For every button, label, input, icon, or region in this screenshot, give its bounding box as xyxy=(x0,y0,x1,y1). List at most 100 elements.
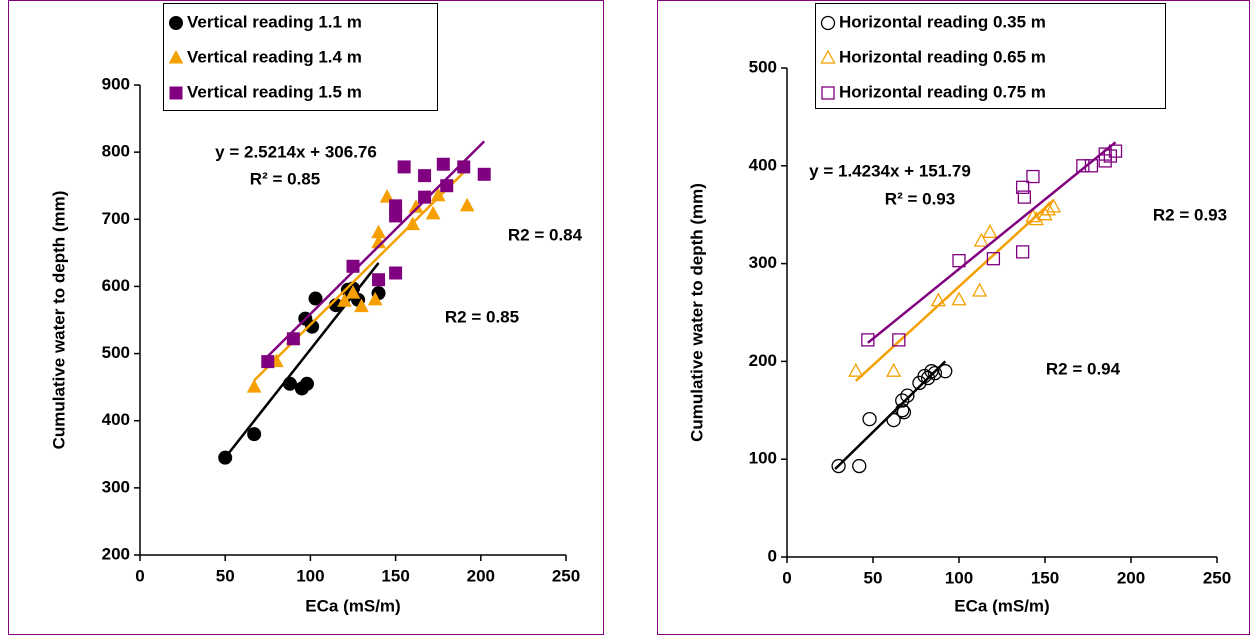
point xyxy=(886,362,902,377)
y-tick-label: 700 xyxy=(102,209,130,228)
point xyxy=(367,291,383,306)
y-tick-label: 800 xyxy=(102,142,130,161)
legend-marker xyxy=(820,49,836,64)
point xyxy=(371,224,386,239)
y-tick-label: 400 xyxy=(102,410,130,429)
legend-label: Horizontal reading 0.75 m xyxy=(839,82,1046,101)
x-tick-label: 0 xyxy=(135,566,144,585)
y-tick-label: 300 xyxy=(749,253,777,272)
legend-label: Horizontal reading 0.65 m xyxy=(839,47,1046,66)
legend-box xyxy=(815,3,1166,109)
panel-border xyxy=(8,0,604,635)
point xyxy=(337,293,352,307)
point xyxy=(972,282,988,297)
point xyxy=(286,332,300,346)
point xyxy=(418,169,432,183)
y-tick-label: 200 xyxy=(749,351,777,370)
x-axis-label: ECa (mS/m) xyxy=(305,596,400,615)
point xyxy=(982,223,998,238)
point xyxy=(345,285,361,299)
legend-marker xyxy=(821,86,835,100)
point xyxy=(1046,198,1062,213)
point xyxy=(477,167,491,181)
point xyxy=(308,291,323,306)
point xyxy=(852,458,867,474)
x-tick-label: 200 xyxy=(467,566,495,585)
trendline xyxy=(867,141,1117,344)
legend-marker xyxy=(820,15,836,31)
point xyxy=(397,160,411,174)
point xyxy=(1037,206,1053,221)
annotation: y = 1.4234x + 151.79 xyxy=(809,161,971,180)
y-tick-label: 500 xyxy=(749,57,777,76)
legend-marker xyxy=(169,86,183,100)
point xyxy=(895,393,910,408)
legend-label: Vertical reading 1.5 m xyxy=(187,82,362,101)
x-tick-label: 50 xyxy=(216,566,235,585)
point xyxy=(436,157,450,171)
point xyxy=(425,205,441,220)
annotation: R2 = 0.94 xyxy=(1046,359,1121,378)
trendline xyxy=(854,199,1055,382)
annotation: R² = 0.93 xyxy=(885,189,955,208)
point xyxy=(938,364,953,379)
point xyxy=(1103,149,1118,163)
point xyxy=(924,364,939,379)
y-tick-label: 0 xyxy=(768,546,777,565)
annotation: R2 = 0.84 xyxy=(508,225,583,244)
legend-marker xyxy=(168,49,184,64)
annotation: y = 2.5214x + 306.76 xyxy=(215,142,377,161)
point xyxy=(896,405,912,420)
point xyxy=(299,376,314,391)
x-axis-label: ECa (mS/m) xyxy=(954,596,1049,615)
y-tick-label: 300 xyxy=(102,477,130,496)
point xyxy=(247,427,262,442)
legend-marker xyxy=(169,16,183,30)
point xyxy=(951,291,967,306)
point xyxy=(831,458,846,474)
legend-box xyxy=(163,3,438,111)
point xyxy=(305,319,320,334)
x-tick-label: 250 xyxy=(1203,568,1231,587)
point xyxy=(418,190,432,204)
point xyxy=(246,379,262,393)
point xyxy=(379,189,395,203)
x-tick-label: 150 xyxy=(381,566,409,585)
point xyxy=(389,266,403,280)
point xyxy=(261,355,275,369)
annotation: R2 = 0.93 xyxy=(1153,205,1227,224)
point xyxy=(986,252,1001,266)
annotation: R2 = 0.85 xyxy=(445,307,519,326)
point xyxy=(886,412,901,428)
point xyxy=(1098,154,1112,168)
legend-label: Vertical reading 1.4 m xyxy=(187,47,362,66)
y-tick-label: 400 xyxy=(749,155,777,174)
x-tick-label: 50 xyxy=(864,568,883,587)
point xyxy=(354,298,369,313)
point xyxy=(900,388,915,403)
trendline xyxy=(253,168,469,382)
y-tick-label: 600 xyxy=(102,276,130,295)
point xyxy=(372,273,386,287)
trendline xyxy=(266,140,486,358)
annotation: R² = 0.85 xyxy=(250,169,320,188)
x-tick-label: 0 xyxy=(782,568,791,587)
x-tick-label: 250 xyxy=(552,566,580,585)
x-tick-label: 100 xyxy=(945,568,973,587)
legend-label: Vertical reading 1.1 m xyxy=(187,12,362,31)
x-tick-label: 200 xyxy=(1117,568,1145,587)
panel-border xyxy=(657,0,1250,635)
point xyxy=(459,197,475,212)
point xyxy=(1015,180,1030,194)
y-tick-label: 200 xyxy=(102,544,130,563)
point xyxy=(862,411,877,427)
point xyxy=(892,333,906,347)
y-tick-label: 900 xyxy=(102,74,130,93)
x-tick-label: 150 xyxy=(1031,568,1059,587)
y-axis-label: Cumulative water to depth (mm) xyxy=(49,191,68,450)
point xyxy=(973,232,989,247)
point xyxy=(1017,190,1032,204)
point xyxy=(952,254,966,268)
legend-label: Horizontal reading 0.35 m xyxy=(839,12,1046,31)
